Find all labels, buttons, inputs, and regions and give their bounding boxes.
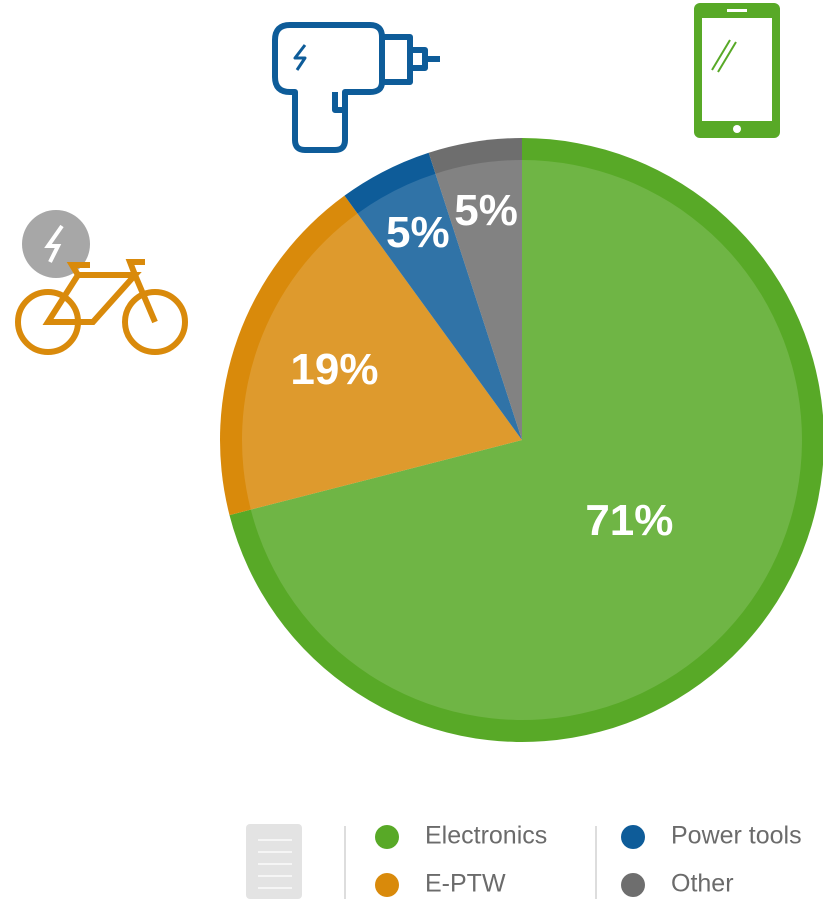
legend-label: Power tools [671,822,802,850]
legend-swatch [375,873,399,897]
value-label: 5% [386,208,450,257]
value-label: 5% [454,186,518,235]
tablet-icon [694,3,780,138]
bike-icon [15,210,188,355]
pie-slice [428,138,522,440]
legend-label: E-PTW [425,870,506,898]
value-label: 71% [585,496,673,545]
legend-swatch [621,873,645,897]
legend-swatch [621,825,645,849]
drill-icon [272,22,440,153]
pie-slice [229,138,823,742]
legend-swatch [375,825,399,849]
value-label: 19% [290,345,378,394]
pie-slice-inner [242,213,522,510]
pie-slice [344,152,522,440]
pie-slice-inner [250,160,803,720]
pie-slice-inner [357,173,522,441]
legend-label: Electronics [425,822,547,850]
legend-decor [246,824,597,899]
legend-label: Other [671,870,734,898]
pie-slice-inner [435,160,522,440]
pie-slice [219,195,522,516]
